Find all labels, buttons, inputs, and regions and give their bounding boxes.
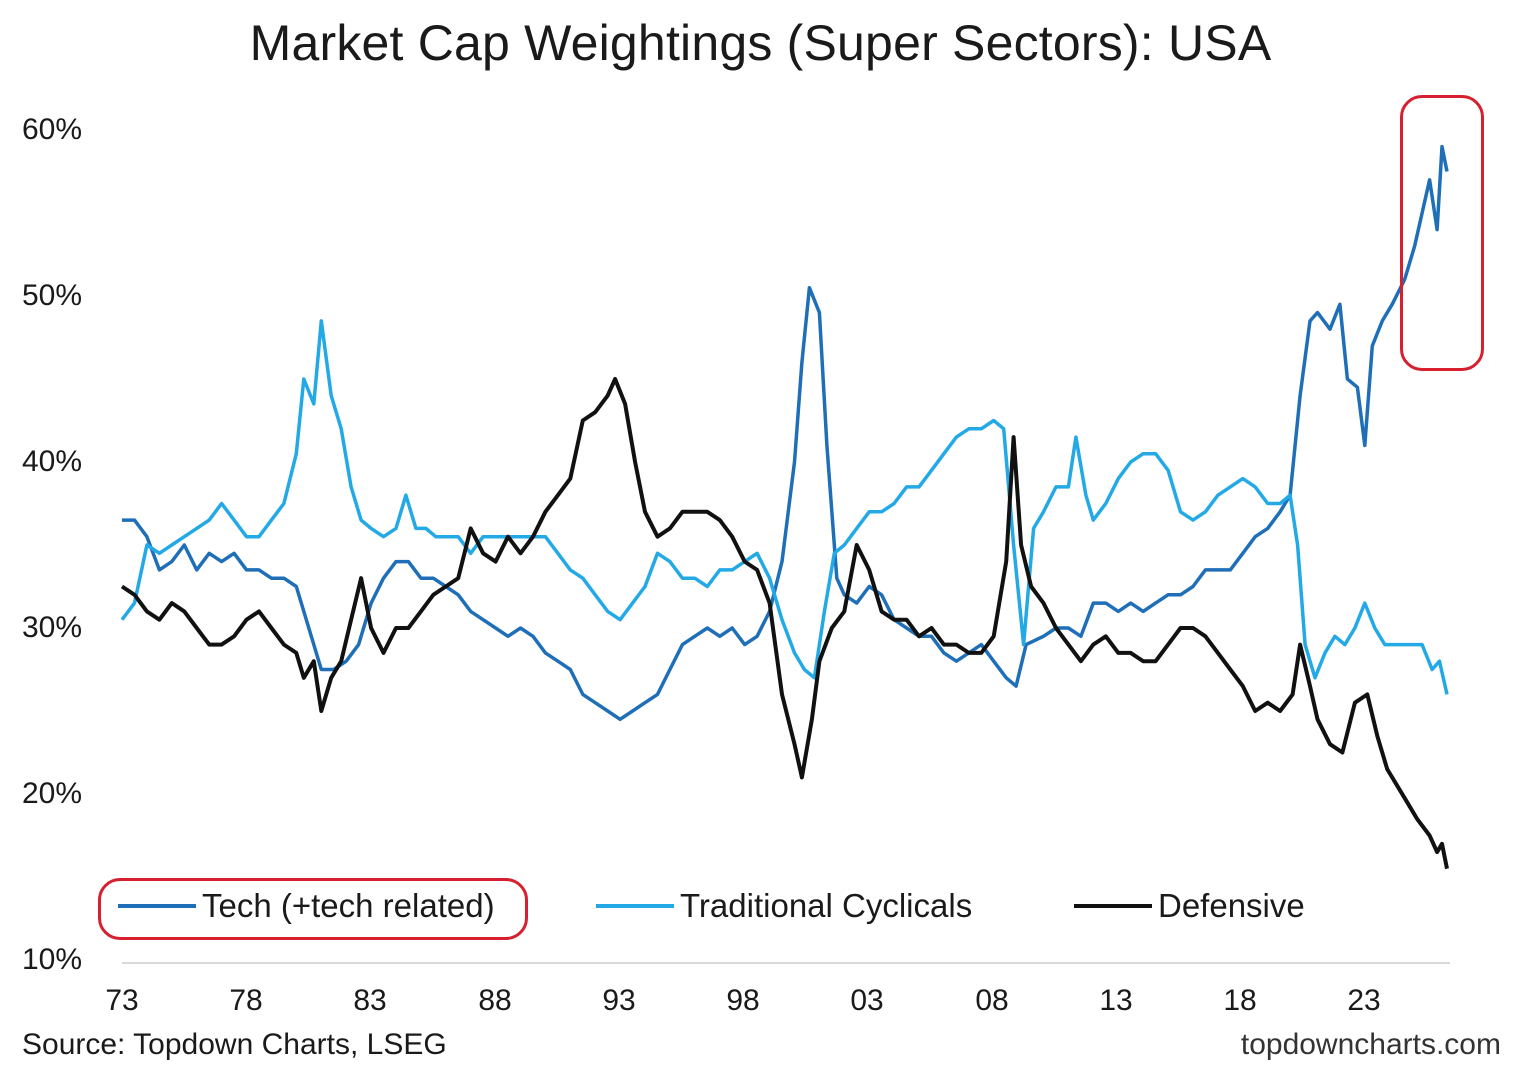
- y-tick-label: 60%: [22, 113, 83, 146]
- watermark-url: topdowncharts.com: [1240, 1028, 1501, 1061]
- x-tick-label: 03: [850, 984, 884, 1017]
- x-tick-label: 13: [1099, 984, 1133, 1017]
- series-line-defensive: [120, 377, 1449, 870]
- legend-label-cyclicals: Traditional Cyclicals: [680, 887, 973, 924]
- legend-swatch-defensive: [1074, 904, 1152, 908]
- legend-swatch-cyclicals: [596, 904, 674, 908]
- series-line-tech: [122, 144, 1449, 722]
- x-tick-label: 23: [1347, 984, 1381, 1017]
- chart-title: Market Cap Weightings (Super Sectors): U…: [249, 15, 1272, 71]
- x-tick-label: 08: [975, 984, 1009, 1017]
- legend-item-cyclicals: Traditional Cyclicals: [596, 886, 972, 926]
- x-tick-label: 98: [726, 984, 760, 1017]
- y-tick-label: 10%: [22, 943, 83, 976]
- legend-highlight-box: [98, 878, 528, 940]
- y-tick-label: 30%: [22, 611, 83, 644]
- series-line-cyclicals: [120, 319, 1449, 695]
- x-tick-label: 73: [105, 984, 139, 1017]
- legend-swatch-tech: [118, 904, 196, 908]
- legend-item-defensive: Defensive: [1074, 886, 1305, 926]
- x-tick-label: 88: [478, 984, 512, 1017]
- recent-peak-highlight-box: [1400, 95, 1484, 371]
- y-tick-label: 50%: [22, 279, 83, 312]
- x-tick-label: 78: [229, 984, 263, 1017]
- x-tick-label: 18: [1223, 984, 1257, 1017]
- legend-label-tech: Tech (+tech related): [202, 887, 495, 924]
- y-tick-label: 40%: [22, 445, 83, 478]
- x-tick-label: 93: [602, 984, 636, 1017]
- legend-item-tech: Tech (+tech related): [118, 886, 495, 926]
- legend-label-defensive: Defensive: [1158, 887, 1305, 924]
- x-tick-label: 83: [353, 984, 387, 1017]
- y-tick-label: 20%: [22, 777, 83, 810]
- source-note: Source: Topdown Charts, LSEG: [22, 1028, 447, 1061]
